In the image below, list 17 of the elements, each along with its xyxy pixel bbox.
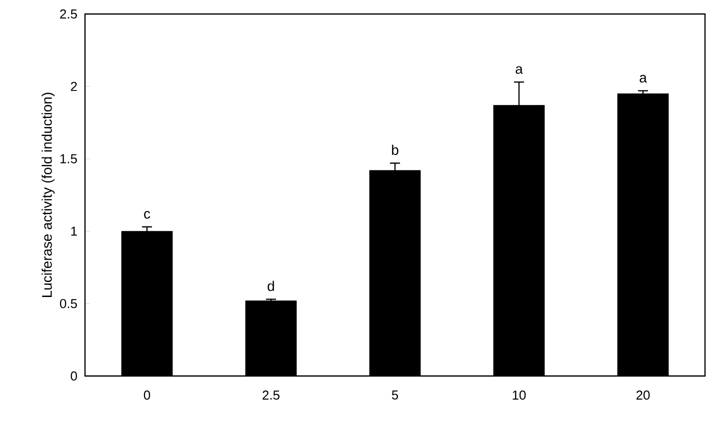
x-tick-label: 10 [512, 390, 526, 400]
y-tick-label: 2 [70, 82, 77, 91]
x-tick-label: 5 [392, 390, 398, 400]
y-tick-label: 0.5 [60, 299, 77, 308]
y-tick-label: 1 [71, 226, 77, 236]
y-tick-label: 0 [70, 371, 77, 381]
y-axis-title: Luciferase activity (fold induction) [42, 92, 55, 297]
annotation: a [516, 66, 523, 74]
x-tick-label: 0 [144, 390, 150, 400]
x-tick-label: 20 [636, 390, 650, 400]
annotation: d [268, 280, 274, 292]
annotation: b [392, 144, 398, 155]
y-tick-label: 2.5 [60, 9, 77, 19]
annotation: c [144, 211, 150, 219]
y-tick-label: 1.5 [60, 154, 77, 164]
annotation: a [640, 74, 647, 83]
x-tick-label: 2.5 [262, 390, 280, 400]
